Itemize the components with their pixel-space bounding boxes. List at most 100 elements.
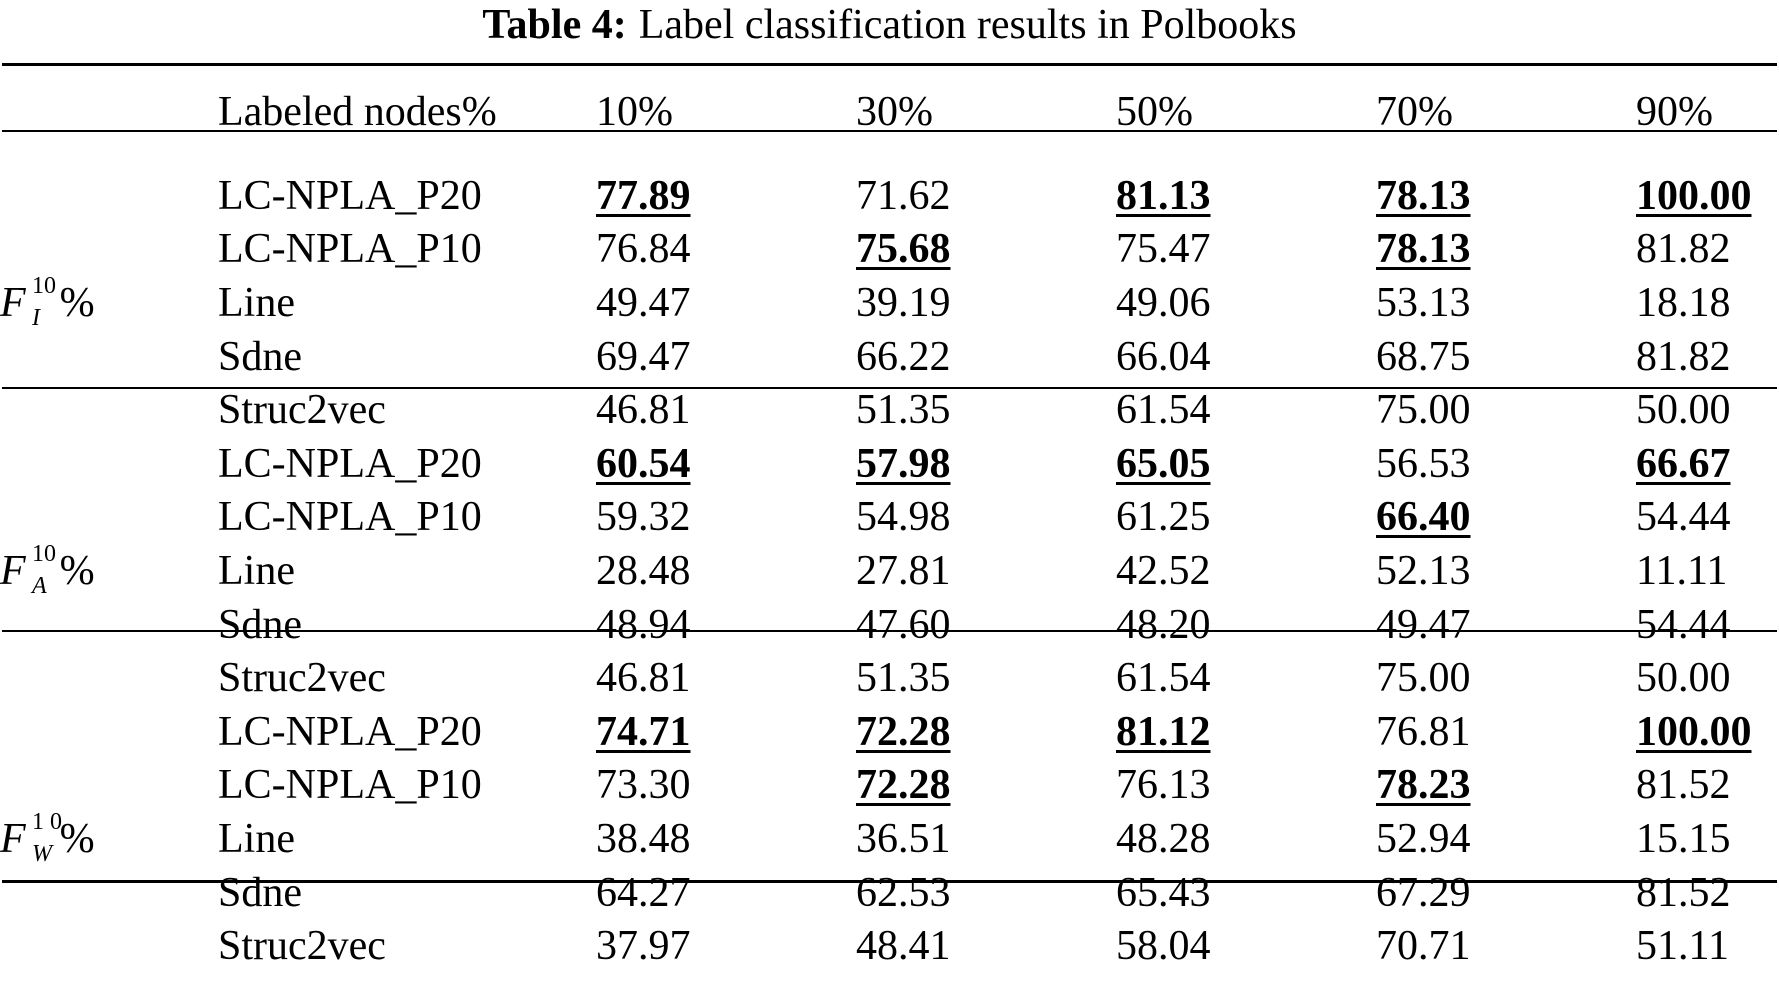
best-value: 78.13 xyxy=(1376,172,1471,219)
value-cell: 48.28 xyxy=(1116,815,1211,862)
value-cell: 72.28 xyxy=(856,705,1116,759)
method-name: LC-NPLA_P20 xyxy=(218,172,482,219)
header-ratio: 10% xyxy=(596,89,673,135)
value-cell: 76.13 xyxy=(1116,762,1211,809)
value-cell: 60.54 xyxy=(596,437,856,491)
value-cell: 37.97 xyxy=(596,923,691,970)
value-cell: 62.53 xyxy=(856,869,951,916)
value-cell: 68.75 xyxy=(1376,333,1471,380)
metric-base: F xyxy=(0,547,26,594)
value-cell: 46.81 xyxy=(596,655,691,702)
best-value: 75.68 xyxy=(856,226,951,273)
method-name: Sdne xyxy=(218,333,302,380)
value-cell: 81.52 xyxy=(1636,869,1731,916)
value-cell: 52.13 xyxy=(1376,547,1471,594)
best-value: 100.00 xyxy=(1636,708,1752,755)
method-name: Struc2vec xyxy=(218,655,386,702)
method-name: LC-NPLA_P20 xyxy=(218,708,482,755)
metric-suffix: % xyxy=(59,547,95,594)
value-cell: 54.44 xyxy=(1636,601,1731,648)
metric-label: F 10 A% xyxy=(0,542,95,598)
value-cell: 18.18 xyxy=(1636,279,1731,326)
value-cell: 48.94 xyxy=(596,601,691,648)
value-cell: 81.82 xyxy=(1636,226,1731,273)
value-cell: 69.47 xyxy=(596,333,691,380)
metric-suffix: % xyxy=(59,279,95,326)
best-value: 65.05 xyxy=(1116,440,1211,487)
value-cell: 74.71 xyxy=(596,705,856,759)
value-cell: 61.25 xyxy=(1116,494,1211,541)
value-cell: 57.98 xyxy=(856,437,1116,491)
value-cell: 70.71 xyxy=(1376,923,1471,970)
value-cell: 67.29 xyxy=(1376,869,1471,916)
value-cell: 51.35 xyxy=(856,387,951,434)
value-cell: 51.35 xyxy=(856,655,951,702)
method-name: LC-NPLA_P20 xyxy=(218,440,482,487)
value-cell: 51.11 xyxy=(1636,923,1729,970)
header-ratio: 70% xyxy=(1376,89,1453,135)
method-name: Sdne xyxy=(218,869,302,916)
metric-label-cell: F 10 I% xyxy=(0,169,218,437)
best-value: 72.28 xyxy=(856,762,951,809)
value-cell: 81.52 xyxy=(1636,762,1731,809)
metric-subscript: I xyxy=(32,304,40,331)
value-cell: 28.48 xyxy=(596,547,691,594)
caption-text: Label classification results in Polbooks xyxy=(638,2,1297,48)
value-cell: 52.94 xyxy=(1376,815,1471,862)
value-cell: 48.41 xyxy=(856,923,951,970)
best-value: 81.12 xyxy=(1116,708,1211,755)
value-cell: 81.82 xyxy=(1636,333,1731,380)
metric-subscript: W xyxy=(32,840,52,867)
table-row: LC-NPLA_P10 73.30 72.28 76.13 78.23 81.52 xyxy=(0,759,1779,813)
table-row: Struc2vec 46.81 51.35 61.54 75.00 50.00 xyxy=(0,383,1779,437)
value-cell: 75.00 xyxy=(1376,655,1471,702)
method-name: Struc2vec xyxy=(218,923,386,970)
value-cell: 38.48 xyxy=(596,815,691,862)
value-cell: 56.53 xyxy=(1376,440,1471,487)
method-name: Sdne xyxy=(218,601,302,648)
best-value: 66.40 xyxy=(1376,494,1471,541)
metric-suffix: % xyxy=(59,815,95,862)
value-cell: 59.32 xyxy=(596,494,691,541)
value-cell: 65.05 xyxy=(1116,437,1376,491)
header-ratio: 30% xyxy=(856,89,933,135)
value-cell: 49.06 xyxy=(1116,279,1211,326)
results-table-body: Labeled nodes% 10% 30% 50% 70% 90% F 10 I% LC-NPL… xyxy=(0,73,1779,973)
value-cell: 81.13 xyxy=(1116,169,1376,223)
best-value: 78.23 xyxy=(1376,762,1471,809)
best-value: 77.89 xyxy=(596,172,691,219)
value-cell: 75.47 xyxy=(1116,226,1211,273)
best-value: 60.54 xyxy=(596,440,691,487)
group-rule-1 xyxy=(2,387,1777,389)
value-cell: 78.13 xyxy=(1376,169,1636,223)
method-name: LC-NPLA_P10 xyxy=(218,494,482,541)
value-cell: 66.67 xyxy=(1636,437,1779,491)
value-cell: 11.11 xyxy=(1636,547,1728,594)
value-cell: 61.54 xyxy=(1116,387,1211,434)
group-spacer xyxy=(0,151,1779,169)
value-cell: 50.00 xyxy=(1636,655,1731,702)
value-cell: 78.13 xyxy=(1376,223,1636,277)
best-value: 57.98 xyxy=(856,440,951,487)
header-row: Labeled nodes% 10% 30% 50% 70% 90% xyxy=(0,73,1779,151)
table-row: Line 28.48 27.81 42.52 52.13 11.11 xyxy=(0,544,1779,598)
value-cell: 66.04 xyxy=(1116,333,1211,380)
value-cell: 61.54 xyxy=(1116,655,1211,702)
metric-superscript: 10 xyxy=(32,272,56,299)
value-cell: 100.00 xyxy=(1636,169,1779,223)
table-row: Sdne 48.94 47.60 48.20 49.47 54.44 xyxy=(0,598,1779,652)
header-ratio: 50% xyxy=(1116,89,1193,135)
header-rule xyxy=(2,130,1777,132)
table-row: Line 49.47 39.19 49.06 53.13 18.18 xyxy=(0,276,1779,330)
value-cell: 27.81 xyxy=(856,547,951,594)
value-cell: 81.12 xyxy=(1116,705,1376,759)
value-cell: 50.00 xyxy=(1636,387,1731,434)
metric-superscript: 1 0 xyxy=(32,808,62,835)
value-cell: 39.19 xyxy=(856,279,951,326)
value-cell: 58.04 xyxy=(1116,923,1211,970)
best-value: 78.13 xyxy=(1376,226,1471,273)
metric-label: F 10 I% xyxy=(0,274,95,330)
metric-base: F xyxy=(0,815,26,862)
